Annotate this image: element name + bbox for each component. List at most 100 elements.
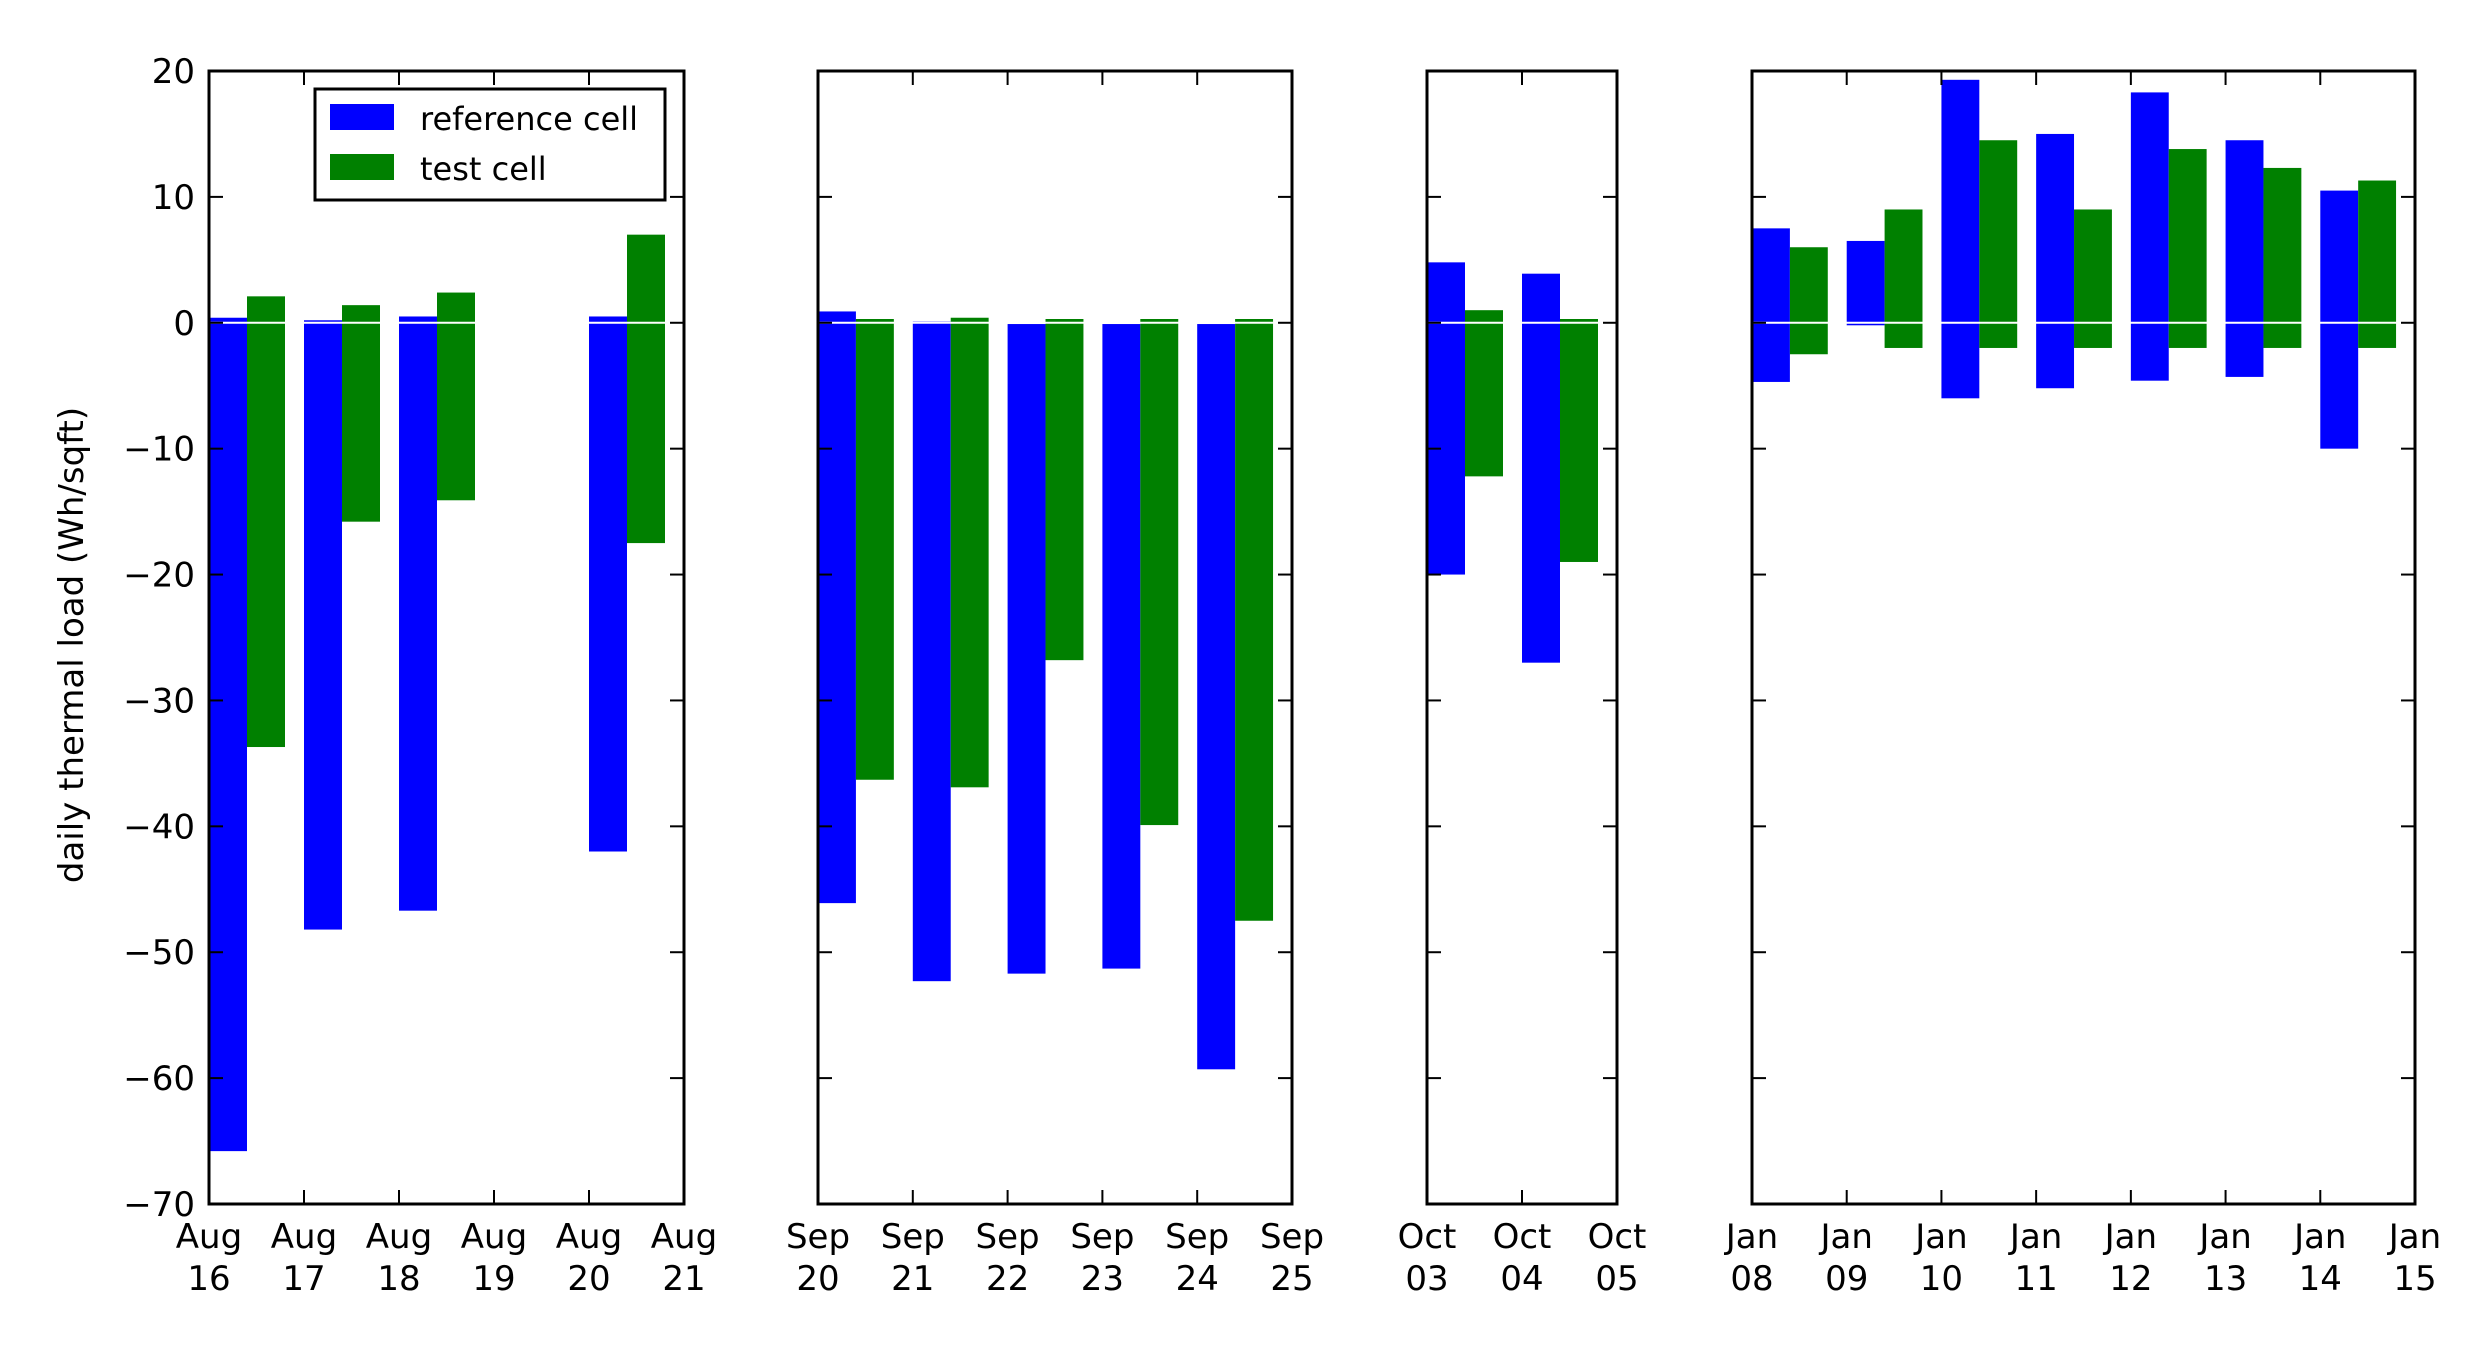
ytick-label: 20 — [152, 52, 195, 92]
xtick-label-month: Jan — [2292, 1217, 2346, 1257]
xtick-label-day: 12 — [2109, 1259, 2152, 1299]
xtick-label-month: Jan — [2103, 1217, 2157, 1257]
legend-swatch-reference — [330, 104, 394, 130]
bar-reference-panel4-day6 — [2320, 190, 2359, 449]
bar-reference-panel4-day1 — [1846, 240, 1885, 326]
ytick-label: −40 — [123, 807, 195, 847]
xtick-label-day: 05 — [1595, 1259, 1638, 1299]
panel-frame-4 — [1750, 69, 2417, 1206]
bar-test-panel1-day4 — [627, 234, 665, 544]
xtick-label-month: Aug — [556, 1217, 622, 1257]
xtick-label-day: 20 — [796, 1259, 839, 1299]
panel-1: 20100−10−20−30−40−50−60−70Aug16Aug17Aug1… — [123, 52, 717, 1299]
xtick-label-day: 08 — [1730, 1259, 1773, 1299]
bar-test-panel4-day5 — [2263, 167, 2302, 348]
legend-label-reference: reference cell — [420, 100, 638, 138]
xtick-label-month: Sep — [1260, 1217, 1324, 1257]
legend-label-test: test cell — [420, 150, 547, 188]
bar-reference-panel1-day4 — [589, 316, 627, 852]
bar-test-panel4-day2 — [1979, 140, 2018, 348]
panel-frame-3 — [1425, 69, 1619, 1206]
xtick-label-month: Jan — [2008, 1217, 2062, 1257]
xtick-label-month: Oct — [1493, 1217, 1552, 1257]
xtick-label-day: 21 — [891, 1259, 934, 1299]
bar-reference-panel4-day4 — [2130, 92, 2169, 381]
bar-test-panel4-day6 — [2358, 180, 2397, 348]
xtick-label-month: Aug — [271, 1217, 337, 1257]
ytick-label: −50 — [123, 933, 195, 973]
xtick-label-month: Sep — [976, 1217, 1040, 1257]
bar-reference-panel2-day2 — [1007, 324, 1046, 974]
xtick-label-day: 14 — [2299, 1259, 2342, 1299]
bar-reference-panel2-day0 — [818, 311, 856, 904]
bar-test-panel2-day3 — [1140, 319, 1179, 826]
xtick-label-month: Jan — [2197, 1217, 2251, 1257]
xtick-label-day: 09 — [1825, 1259, 1868, 1299]
bar-test-panel1-day1 — [342, 305, 380, 522]
ytick-label: 10 — [152, 178, 195, 218]
xtick-label-day: 20 — [567, 1259, 610, 1299]
bar-reference-panel2-day3 — [1102, 324, 1141, 969]
xtick-label-month: Jan — [1819, 1217, 1873, 1257]
bar-reference-panel4-day5 — [2225, 140, 2264, 377]
xtick-label-day: 16 — [187, 1259, 230, 1299]
xtick-label-month: Sep — [786, 1217, 850, 1257]
bar-test-panel2-day2 — [1045, 319, 1084, 661]
xtick-label-day: 03 — [1405, 1259, 1448, 1299]
bar-reference-panel3-day1 — [1522, 273, 1560, 663]
bar-reference-panel1-day1 — [304, 320, 342, 930]
bar-test-panel4-day4 — [2168, 149, 2207, 348]
xtick-label-day: 04 — [1500, 1259, 1543, 1299]
xtick-label-month: Jan — [1724, 1217, 1778, 1257]
xtick-label-day: 19 — [472, 1259, 515, 1299]
xtick-label-month: Aug — [461, 1217, 527, 1257]
xtick-label-month: Sep — [1165, 1217, 1229, 1257]
bar-reference-panel4-day2 — [1941, 79, 1980, 399]
ytick-label: −20 — [123, 556, 195, 596]
xtick-label-month: Jan — [2387, 1217, 2441, 1257]
y-axis-label: daily thermal load (Wh/sqft) — [52, 407, 92, 883]
bar-test-panel3-day0 — [1465, 310, 1503, 477]
bar-test-panel3-day1 — [1560, 319, 1598, 562]
bar-reference-panel3-day0 — [1427, 262, 1465, 575]
xtick-label-day: 24 — [1176, 1259, 1219, 1299]
xtick-label-month: Oct — [1588, 1217, 1647, 1257]
panel-frame-2 — [816, 69, 1294, 1206]
ytick-label: −30 — [123, 681, 195, 721]
bar-test-panel4-day1 — [1884, 209, 1923, 348]
bar-reference-panel1-day0 — [209, 317, 247, 1152]
xtick-label-day: 15 — [2393, 1259, 2436, 1299]
bar-reference-panel4-day0 — [1752, 228, 1790, 382]
ytick-label: −10 — [123, 430, 195, 470]
bar-test-panel1-day0 — [247, 296, 285, 748]
panels-layer: 20100−10−20−30−40−50−60−70Aug16Aug17Aug1… — [123, 52, 2441, 1299]
ytick-label: 0 — [173, 304, 195, 344]
xtick-label-day: 23 — [1081, 1259, 1124, 1299]
xtick-label-day: 13 — [2204, 1259, 2247, 1299]
xtick-label-month: Aug — [366, 1217, 432, 1257]
bar-test-panel2-day4 — [1235, 319, 1274, 921]
panel-frame-1 — [207, 69, 686, 1206]
bar-reference-panel1-day2 — [399, 316, 437, 911]
ytick-label: −60 — [123, 1059, 195, 1099]
ytick-label: −70 — [123, 1185, 195, 1225]
xtick-label-month: Sep — [1070, 1217, 1134, 1257]
bar-reference-panel2-day1 — [912, 321, 951, 982]
xtick-label-month: Aug — [176, 1217, 242, 1257]
bar-test-panel2-day1 — [950, 317, 989, 788]
xtick-label-month: Jan — [1913, 1217, 1967, 1257]
xtick-label-month: Aug — [651, 1217, 717, 1257]
xtick-label-month: Oct — [1398, 1217, 1457, 1257]
bar-test-panel4-day3 — [2074, 209, 2112, 348]
bar-test-panel2-day0 — [855, 319, 894, 780]
legend: reference cell test cell — [313, 87, 667, 202]
xtick-label-month: Sep — [881, 1217, 945, 1257]
xtick-label-day: 10 — [1920, 1259, 1963, 1299]
bar-test-panel1-day2 — [437, 292, 475, 501]
bar-reference-panel4-day3 — [2036, 133, 2075, 389]
xtick-label-day: 18 — [377, 1259, 420, 1299]
